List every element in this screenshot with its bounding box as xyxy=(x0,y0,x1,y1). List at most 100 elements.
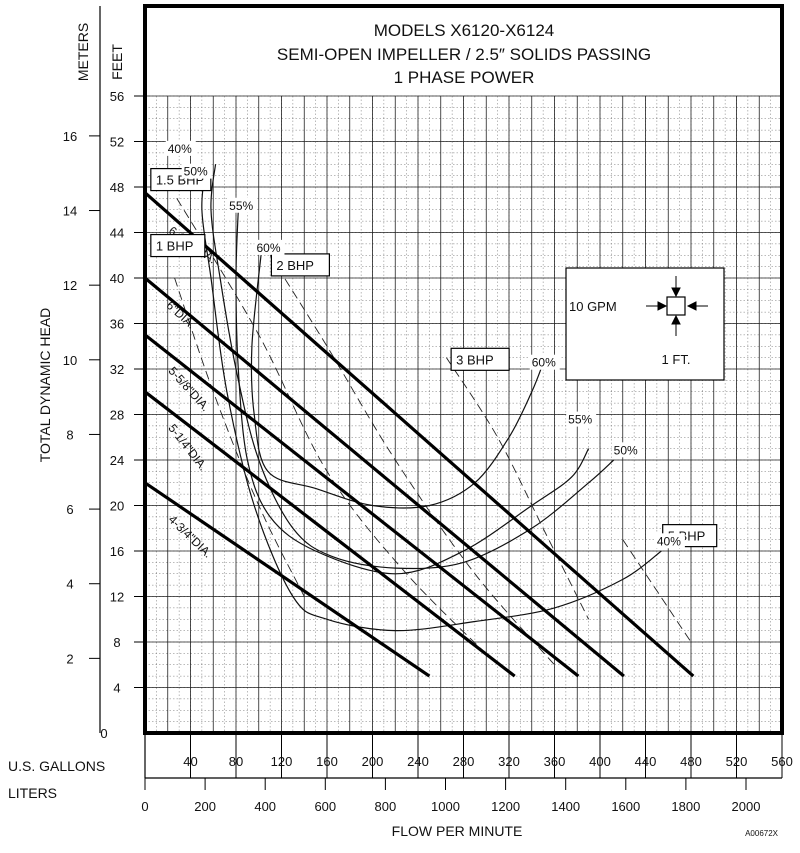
liter-tick-label: 1600 xyxy=(611,799,640,814)
diameter-label: 5-1/4"DIA. xyxy=(165,421,210,473)
gallon-tick-label: 240 xyxy=(407,754,429,769)
efficiency-label: 40% xyxy=(168,142,192,156)
efficiency-label: 60% xyxy=(256,241,280,255)
efficiency-label-bg xyxy=(165,140,196,156)
bhp-curve xyxy=(176,198,498,666)
drawing-code: A00672X xyxy=(745,829,779,838)
head-curve xyxy=(143,276,625,678)
feet-tick-label: 24 xyxy=(110,453,124,468)
meters-unit-label: METERS xyxy=(75,23,91,81)
feet-tick-label: 32 xyxy=(110,362,124,377)
feet-tick-label: 56 xyxy=(110,89,124,104)
title-backdrop xyxy=(150,10,778,90)
scale-legend-square xyxy=(666,296,686,316)
gallon-ticks: 40 80 120 160 200 240 280 320 360 400 440 480 520 560 xyxy=(144,733,793,778)
head-curves xyxy=(143,191,695,678)
feet-tick-label: 48 xyxy=(110,180,124,195)
efficiency-label-bg xyxy=(254,239,285,255)
bhp-label: 3 BHP xyxy=(456,352,494,367)
meter-ticks: 2 4 6 8 10 12 14 16 xyxy=(63,129,100,666)
efficiency-curve xyxy=(201,164,662,632)
bhp-curve xyxy=(269,255,555,666)
gallon-tick-label: 480 xyxy=(680,754,702,769)
meter-tick-label: 8 xyxy=(66,427,73,442)
meter-tick-label: 2 xyxy=(66,651,73,666)
feet-tick-label: 20 xyxy=(110,499,124,514)
efficiency-label: 50% xyxy=(614,443,638,457)
efficiency-label: 40% xyxy=(657,534,681,548)
gallon-tick-label: 560 xyxy=(771,754,793,769)
title-line-1: MODELS X6120-X6124 xyxy=(374,21,555,40)
liter-tick-label: 0 xyxy=(141,799,148,814)
feet-tick-label: 0 xyxy=(100,726,107,741)
feet-tick-label: 8 xyxy=(113,635,120,650)
head-curve xyxy=(144,333,580,678)
scale-head-label: 1 FT. xyxy=(662,352,691,367)
head-curve xyxy=(144,390,516,678)
diameter-label: 6"DIA. xyxy=(163,298,198,331)
liter-tick-label: 400 xyxy=(254,799,276,814)
feet-tick-label: 4 xyxy=(113,681,120,696)
efficiency-label-bg xyxy=(529,354,560,370)
bhp-curves xyxy=(174,198,692,666)
feet-tick-label: 52 xyxy=(110,135,124,150)
title-line-2: SEMI-OPEN IMPELLER / 2.5″ SOLIDS PASSING xyxy=(277,45,651,64)
feet-unit-label: FEET xyxy=(109,44,125,80)
scale-flow-label: 10 GPM xyxy=(569,299,617,314)
efficiency-label-bg xyxy=(611,442,642,458)
liter-tick-label: 1400 xyxy=(551,799,580,814)
bhp-label-box xyxy=(450,347,510,371)
head-curve xyxy=(144,481,431,678)
gallon-tick-label: 120 xyxy=(271,754,293,769)
curve-labels: 6-1/2"DIA.6"DIA.5-5/8"DIA.5-1/4"DIA.4-3/… xyxy=(150,140,718,561)
liter-tick-label: 200 xyxy=(194,799,216,814)
efficiency-curves xyxy=(201,164,662,632)
gallon-tick-label: 360 xyxy=(544,754,566,769)
liter-ticks: 0 200 400 600 800 1000 1200 1400 1600 1800 2000 xyxy=(141,778,760,814)
gallon-tick-label: 160 xyxy=(316,754,338,769)
bhp-curve xyxy=(446,357,590,620)
meter-tick-label: 6 xyxy=(66,502,73,517)
gallon-tick-label: 40 xyxy=(183,754,197,769)
meter-tick-label: 10 xyxy=(63,353,77,368)
meter-tick-label: 16 xyxy=(63,129,77,144)
liters-unit-label: LITERS xyxy=(8,785,57,801)
gallon-tick-label: 440 xyxy=(635,754,657,769)
efficiency-label-bg xyxy=(227,197,258,213)
gallon-tick-label: 80 xyxy=(229,754,243,769)
bhp-label: 1 BHP xyxy=(156,239,194,254)
y-axis-title: TOTAL DYNAMIC HEAD xyxy=(37,308,53,463)
meter-tick-label: 14 xyxy=(63,204,77,219)
scale-legend: 10 GPM 1 FT. xyxy=(565,267,725,381)
efficiency-label: 55% xyxy=(229,199,253,213)
efficiency-curve xyxy=(250,255,544,509)
gallon-tick-label: 320 xyxy=(498,754,520,769)
liter-tick-label: 800 xyxy=(375,799,397,814)
efficiency-curve xyxy=(235,209,590,575)
gallons-unit-label: U.S. GALLONS xyxy=(8,758,105,774)
gallon-tick-label: 200 xyxy=(362,754,384,769)
scale-legend-box xyxy=(565,267,725,381)
meter-tick-label: 12 xyxy=(63,278,77,293)
liter-tick-label: 1000 xyxy=(431,799,460,814)
efficiency-label-bg xyxy=(566,411,597,427)
bhp-label-box xyxy=(270,253,330,277)
feet-tick-label: 36 xyxy=(110,317,124,332)
efficiency-label: 60% xyxy=(532,356,556,370)
efficiency-curve xyxy=(210,164,615,570)
bhp-curve xyxy=(174,277,305,597)
arrow-icon xyxy=(686,301,708,311)
x-axis-title: FLOW PER MINUTE xyxy=(392,823,523,839)
arrow-icon xyxy=(671,314,681,336)
gallon-tick-label: 280 xyxy=(453,754,475,769)
feet-tick-label: 40 xyxy=(110,271,124,286)
liter-tick-label: 600 xyxy=(314,799,336,814)
bhp-label: 2 BHP xyxy=(276,258,314,273)
feet-tick-label: 16 xyxy=(110,544,124,559)
efficiency-label-bg xyxy=(181,163,212,179)
feet-tick-label: 44 xyxy=(110,226,124,241)
liter-tick-label: 1200 xyxy=(491,799,520,814)
liter-tick-label: 1800 xyxy=(671,799,700,814)
